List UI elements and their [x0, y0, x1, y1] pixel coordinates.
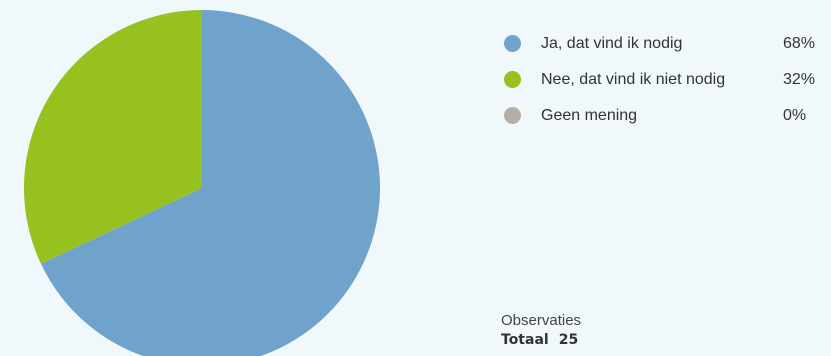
legend-percent-geen-mening: 0% — [783, 107, 807, 124]
total-value: 25 — [558, 332, 579, 348]
legend-percent-nee: 32% — [783, 71, 816, 88]
total-label: Totaal — [501, 332, 549, 348]
pie-chart — [23, 10, 380, 356]
pie-slice-1 — [23, 10, 202, 264]
legend-swatch-ja — [504, 35, 521, 52]
legend-item-geen-mening: Geen mening 0% — [500, 102, 831, 138]
pie-slice-0 — [40, 10, 380, 356]
legend-label-nee: Nee, dat vind ik niet nodig — [541, 71, 726, 88]
legend-item-nee: Nee, dat vind ik niet nodig 32% — [500, 66, 831, 102]
legend-item-ja: Ja, dat vind ik nodig 68% — [500, 30, 831, 66]
observations-label: Observaties — [501, 312, 582, 329]
legend-swatch-geen-mening — [504, 107, 521, 124]
legend-label-ja: Ja, dat vind ik nodig — [541, 35, 683, 52]
legend-swatch-nee — [504, 71, 521, 88]
observations-total: Totaal 25 — [501, 331, 578, 349]
legend: Ja, dat vind ik nodig 68% Nee, dat vind … — [500, 30, 831, 138]
legend-percent-ja: 68% — [783, 35, 816, 52]
legend-label-geen-mening: Geen mening — [541, 107, 638, 124]
